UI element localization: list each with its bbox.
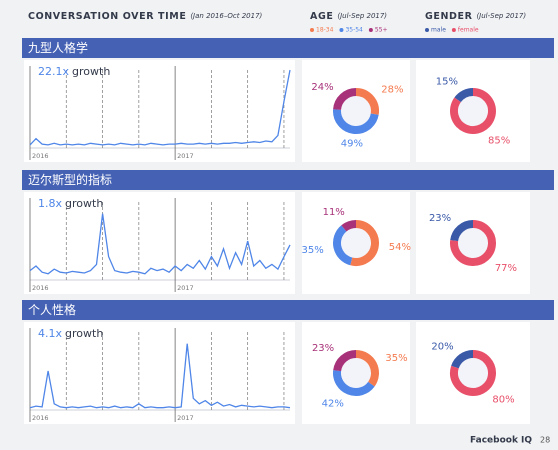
value-label: 85% <box>488 135 510 146</box>
value-label: 11% <box>323 207 345 218</box>
legend-swatch <box>339 28 344 32</box>
section-title: 九型人格学 <box>28 40 88 55</box>
gender-title-text: GENDER <box>425 11 473 22</box>
donut-segment <box>450 88 496 134</box>
donut-segment <box>341 220 357 232</box>
legend-swatch <box>310 28 314 32</box>
line-series <box>29 343 291 409</box>
donut-center <box>341 96 371 126</box>
donut-segment <box>454 88 474 103</box>
value-label: 23% <box>429 213 451 224</box>
donut-segment <box>333 88 357 111</box>
legend-label: 55+ <box>375 27 388 34</box>
section-title: 个人性格 <box>28 302 76 317</box>
donut-center <box>458 358 488 388</box>
value-label: 20% <box>431 341 453 352</box>
donut-segment <box>333 350 357 372</box>
legend-swatch <box>368 28 373 32</box>
value-label: 28% <box>381 85 403 96</box>
legend-label: 18-34 <box>316 27 334 34</box>
legend-label: 35-54 <box>345 27 363 34</box>
donut-segment <box>450 350 496 396</box>
subtitle-text: (Jan 2016–Oct 2017) <box>190 12 262 20</box>
section-bar <box>22 38 554 58</box>
donut-center <box>458 228 488 258</box>
value-label: 24% <box>311 82 333 93</box>
donut-segment <box>350 220 379 266</box>
value-label: 80% <box>492 395 514 406</box>
x-tick-label: 2016 <box>32 152 49 160</box>
legend-label: male <box>431 27 446 34</box>
donut-center <box>341 228 371 258</box>
value-label: 49% <box>341 139 363 150</box>
section-bar <box>22 300 554 320</box>
value-label: 77% <box>495 263 517 274</box>
growth-factor: 4.1x <box>38 327 62 340</box>
growth-label: growth <box>72 65 110 78</box>
panel <box>24 192 295 294</box>
age-title-text: AGE <box>310 11 333 22</box>
header-title: CONVERSATION OVER TIME (Jan 2016–Oct 201… <box>28 11 263 22</box>
footer-brand: Facebook IQ <box>470 436 532 446</box>
donut-segment <box>333 370 375 396</box>
donut-segment <box>450 220 474 242</box>
x-tick-label: 2017 <box>177 414 194 422</box>
page-number: 28 <box>540 436 550 445</box>
line-series <box>29 213 291 275</box>
legend-swatch <box>425 28 429 32</box>
value-label: 23% <box>312 343 334 354</box>
gender-subtitle: (Jul-Sep 2017) <box>476 12 526 20</box>
x-tick-label: 2016 <box>32 414 49 422</box>
growth-label: growth <box>65 197 103 210</box>
donut-segment <box>333 225 353 266</box>
donut-segment <box>333 109 379 134</box>
donut-center <box>458 96 488 126</box>
age-title: AGE (Jul-Sep 2017) <box>310 11 387 22</box>
section-bar <box>22 170 554 190</box>
value-label: 42% <box>322 399 344 410</box>
x-tick-label: 2017 <box>177 152 194 160</box>
growth-label: growth <box>65 327 103 340</box>
value-label: 15% <box>436 77 458 88</box>
title-text: CONVERSATION OVER TIME <box>28 11 186 22</box>
gender-title: GENDER (Jul-Sep 2017) <box>425 11 526 22</box>
donut-center <box>341 358 371 388</box>
value-label: 35% <box>302 245 324 256</box>
value-label: 54% <box>389 242 411 253</box>
donut-segment <box>451 350 474 369</box>
x-tick-label: 2017 <box>177 284 194 292</box>
donut-segment <box>355 350 379 387</box>
age-subtitle: (Jul-Sep 2017) <box>337 12 387 20</box>
section-title: 迈尔斯型的指标 <box>28 172 112 187</box>
growth-factor: 1.8x <box>38 197 62 210</box>
donut-segment <box>355 88 379 115</box>
donut-segment <box>450 220 496 266</box>
legend-label: female <box>458 27 479 34</box>
value-label: 35% <box>385 353 407 364</box>
legend-swatch <box>451 28 456 32</box>
line-series <box>29 69 291 146</box>
growth-factor: 22.1x <box>38 65 69 78</box>
x-tick-label: 2016 <box>32 284 49 292</box>
